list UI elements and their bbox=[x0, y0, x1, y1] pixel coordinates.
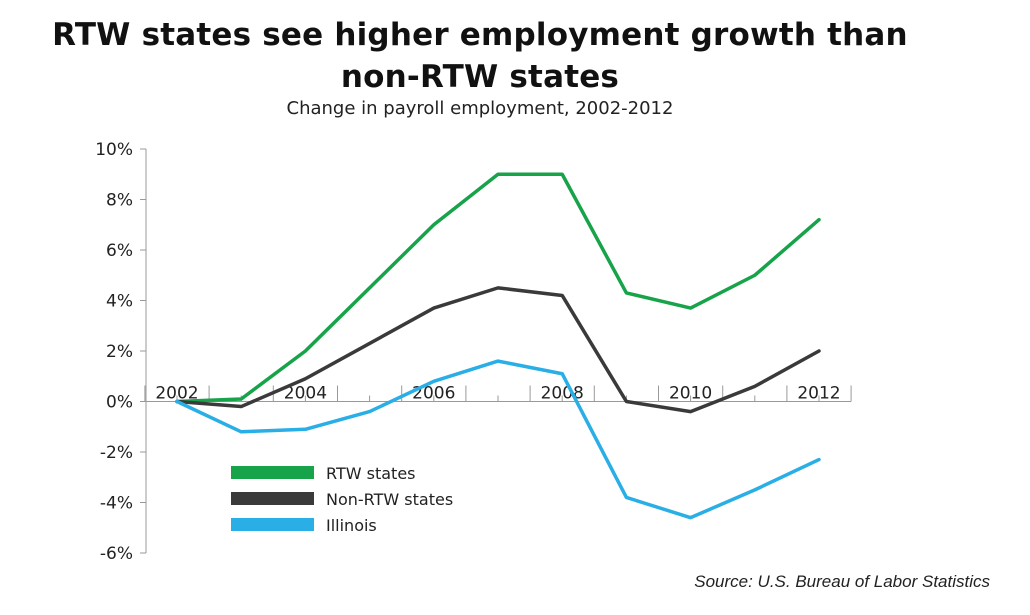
x-tick-label: 2010 bbox=[669, 384, 712, 404]
y-tick-label: -6% bbox=[100, 544, 133, 564]
y-tick-label: 6% bbox=[106, 241, 133, 261]
y-tick-label: 0% bbox=[106, 393, 133, 413]
y-tick-label: 10% bbox=[95, 140, 133, 160]
x-tick-label: 2004 bbox=[284, 384, 327, 404]
legend-swatch bbox=[231, 492, 314, 505]
y-tick-label: 2% bbox=[106, 342, 133, 362]
series-line-illinois bbox=[175, 359, 821, 520]
chart-title: RTW states see higher employment growth … bbox=[0, 14, 960, 98]
legend-swatch bbox=[231, 518, 314, 531]
y-tick-label: 8% bbox=[106, 191, 133, 211]
series-line-rtw-states bbox=[175, 172, 821, 404]
y-tick-label: -4% bbox=[100, 494, 133, 514]
chart-title-line-1: RTW states see higher employment growth … bbox=[52, 17, 908, 53]
chart-title-line-2: non-RTW states bbox=[340, 59, 620, 95]
x-tick-label: 2002 bbox=[155, 384, 198, 404]
y-tick-label: 4% bbox=[106, 292, 133, 312]
source-note: Source: U.S. Bureau of Labor Statistics bbox=[694, 572, 990, 591]
x-tick-label: 2008 bbox=[541, 384, 584, 404]
x-tick-label: 2012 bbox=[797, 384, 840, 404]
legend-swatch bbox=[231, 466, 314, 479]
series-line-non-rtw-states bbox=[175, 286, 821, 414]
y-tick-label: -2% bbox=[100, 443, 133, 463]
legend-label: Non-RTW states bbox=[326, 490, 453, 509]
x-tick-label: 2006 bbox=[412, 384, 455, 404]
chart-subtitle: Change in payroll employment, 2002-2012 bbox=[286, 98, 674, 119]
legend-label: Illinois bbox=[326, 516, 377, 535]
legend-label: RTW states bbox=[326, 464, 416, 483]
